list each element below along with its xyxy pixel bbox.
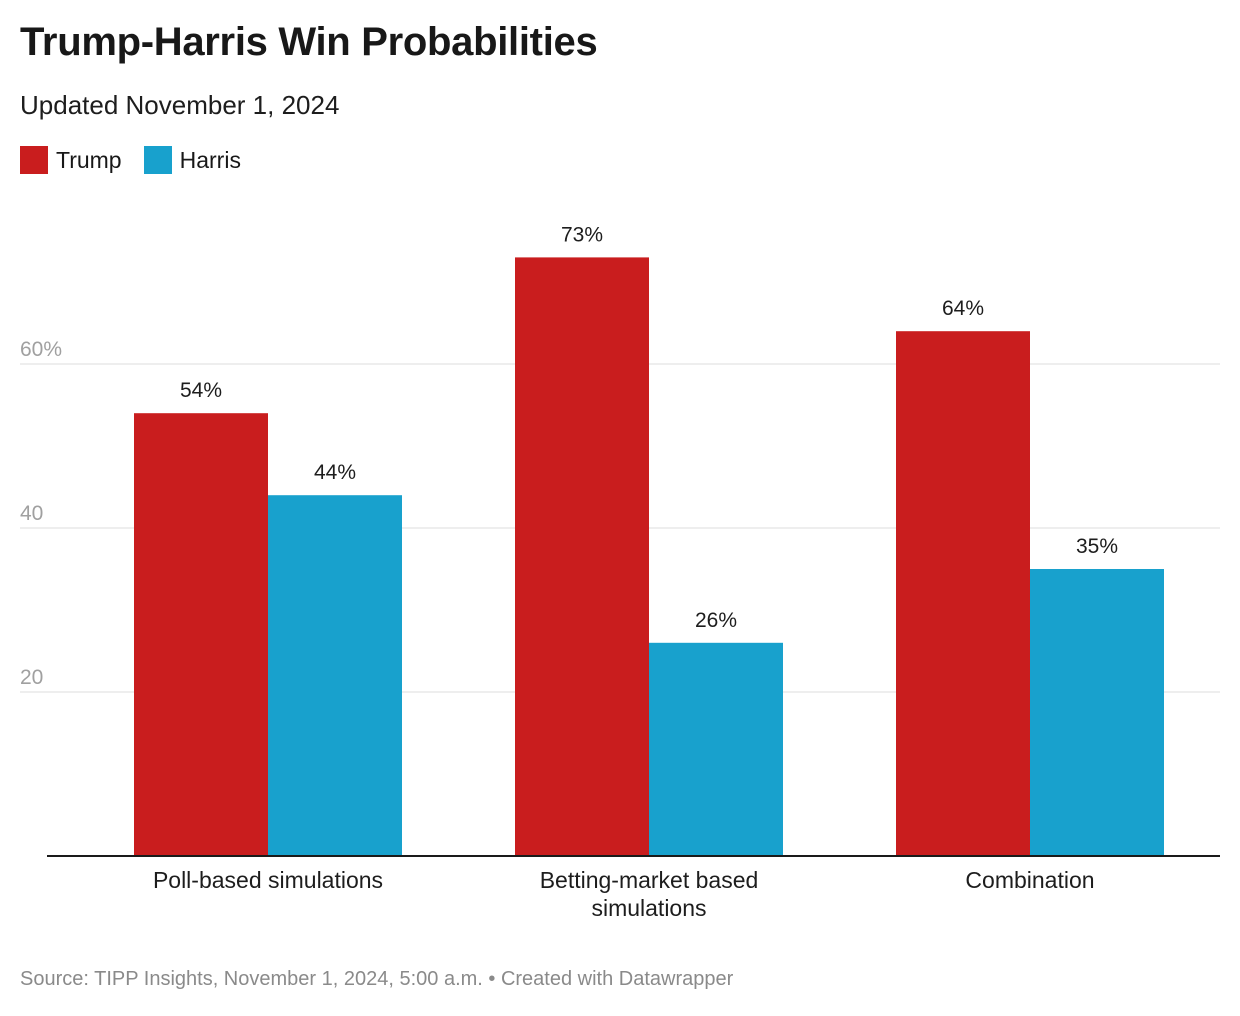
legend-swatch-trump: [20, 146, 48, 174]
legend-swatch-harris: [143, 146, 172, 174]
bar-trump-2: [896, 331, 1030, 856]
y-tick-label-60: 60%: [20, 338, 62, 361]
legend: Trump Harris: [20, 146, 263, 174]
bar-harris-2: [1030, 569, 1164, 856]
x-tick-label-1-0: Betting-market based: [540, 867, 759, 893]
chart-subtitle: Updated November 1, 2024: [20, 90, 340, 120]
data-label-harris-1: 26%: [695, 609, 737, 632]
legend-item-harris: Harris: [143, 146, 241, 174]
x-tick-label-1-1: simulations: [591, 895, 706, 921]
data-label-trump-0: 54%: [180, 379, 222, 402]
x-tick-label-0-0: Poll-based simulations: [153, 867, 383, 893]
source-note: Source: TIPP Insights, November 1, 2024,…: [20, 968, 734, 990]
legend-item-trump: Trump: [20, 146, 122, 174]
legend-label-trump: Trump: [56, 146, 122, 173]
x-tick-label-2-0: Combination: [965, 867, 1094, 893]
bar-harris-0: [268, 495, 402, 856]
data-label-trump-1: 73%: [561, 223, 603, 246]
y-tick-label-40: 40: [20, 502, 43, 525]
data-label-harris-2: 35%: [1076, 535, 1118, 558]
bar-trump-0: [134, 413, 268, 856]
y-tick-label-20: 20: [20, 666, 43, 689]
bar-trump-1: [515, 257, 649, 856]
bar-harris-1: [649, 642, 783, 856]
data-label-harris-0: 44%: [314, 461, 356, 484]
data-label-trump-2: 64%: [942, 297, 984, 320]
legend-label-harris: Harris: [179, 146, 241, 173]
chart-title: Trump-Harris Win Probabilities: [20, 20, 598, 64]
